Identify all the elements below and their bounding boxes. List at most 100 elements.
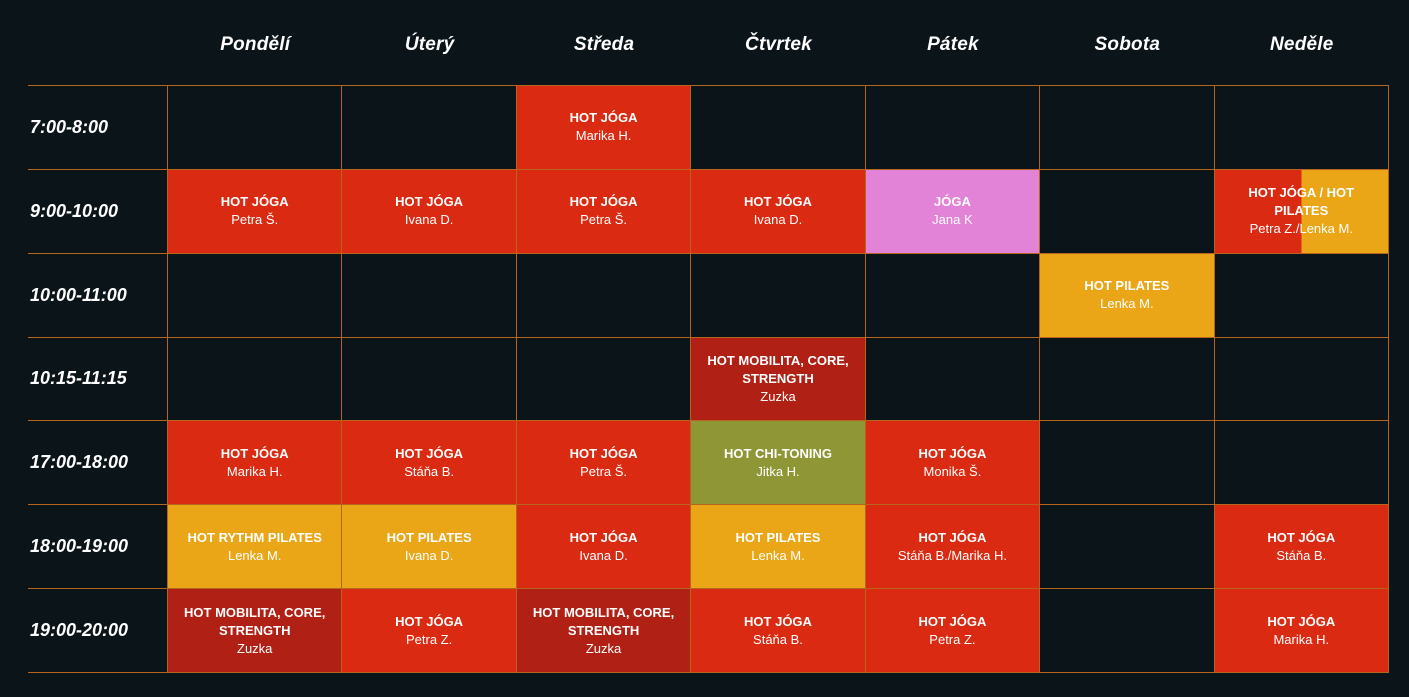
class-slot-wednesday[interactable]: HOT JÓGA Petra Š. <box>515 421 691 506</box>
day-header-thursday: Čtvrtek <box>745 34 812 55</box>
time-slot-label: 10:00-11:00 <box>30 284 127 305</box>
schedule-grid: 7:00-8:00 HOT JÓGA Marika H. 9:00-10:00 HOT … <box>28 85 1389 673</box>
class-slot-friday[interactable]: JÓGA Jana K <box>864 169 1040 254</box>
class-name: HOT PILATES <box>1084 278 1170 294</box>
time-slot-label: 9:00-10:00 <box>30 200 119 221</box>
time-slot-label: 18:00-19:00 <box>30 536 129 557</box>
empty-slot <box>515 337 691 422</box>
class-slot-tuesday[interactable]: HOT JÓGA Ivana D. <box>341 169 516 254</box>
class-slot-thursday[interactable]: HOT PILATES Lenka M. <box>690 505 865 590</box>
class-name: HOT JÓGA <box>744 194 812 210</box>
time-slot-cell: 10:15-11:15 <box>28 338 167 422</box>
empty-slot <box>167 86 342 170</box>
class-name: HOT JÓGA <box>569 529 638 545</box>
class-slot-friday[interactable]: HOT JÓGA Monika Š. <box>864 421 1040 506</box>
class-name: HOT CHI-TONING <box>723 445 833 461</box>
class-slot-wednesday[interactable]: HOT JÓGA Marika H. <box>515 86 691 170</box>
class-name: HOT RYTHM PILATES <box>187 529 322 545</box>
class-name: HOT JÓGA <box>395 194 464 210</box>
time-slot-cell: 18:00-19:00 <box>28 505 167 590</box>
class-name: HOT JÓGA <box>918 529 987 545</box>
instructor-name: Monika Š. <box>923 463 982 479</box>
empty-slot <box>690 253 865 338</box>
time-slot-cell: 10:00-11:00 <box>28 254 167 338</box>
class-name: JÓGA <box>934 194 971 210</box>
instructor-name: Stáňa B. <box>1276 547 1327 563</box>
instructor-name: Ivana D. <box>404 547 454 563</box>
class-slot-monday[interactable]: HOT RYTHM PILATES Lenka M. <box>167 505 342 590</box>
class-name: HOT PILATES <box>735 529 821 545</box>
day-header-wednesday: Středa <box>573 34 635 55</box>
class-slot-thursday[interactable]: HOT CHI-TONING Jitka H. <box>690 421 865 506</box>
instructor-name: Marika H. <box>226 463 283 479</box>
instructor-name: Marika H. <box>1273 631 1330 647</box>
day-header-friday: Pátek <box>927 34 979 55</box>
instructor-name: Lenka M. <box>751 547 805 563</box>
instructor-name: Petra Š. <box>580 212 628 228</box>
time-slot-label: 10:15-11:15 <box>30 368 127 389</box>
instructor-name: Petra Š. <box>231 212 279 228</box>
class-name: HOT JÓGA <box>918 613 987 629</box>
day-header-saturday: Sobota <box>1094 34 1161 55</box>
instructor-name: Jana K <box>932 212 973 228</box>
class-name: HOT PILATES <box>386 529 472 545</box>
class-name: HOT JÓGA <box>569 110 638 126</box>
time-slot-cell: 17:00-18:00 <box>28 421 167 506</box>
empty-slot <box>864 86 1040 170</box>
class-name: HOT JÓGA <box>1267 613 1336 629</box>
class-slot-sunday[interactable]: HOT JÓGA / HOT PILATES Petra Z./Lenka M. <box>1213 169 1388 254</box>
class-slot-monday[interactable]: HOT MOBILITA, CORE, STRENGTH Zuzka <box>167 589 342 673</box>
empty-slot <box>341 253 516 338</box>
class-name: HOT JÓGA <box>744 613 812 629</box>
class-name: HOT MOBILITA, CORE, STRENGTH <box>707 352 849 386</box>
time-slot-label: 19:00-20:00 <box>30 620 129 641</box>
class-slot-friday[interactable]: HOT JÓGA Petra Z. <box>864 589 1040 673</box>
empty-slot <box>1039 86 1214 170</box>
instructor-name: Ivana D. <box>753 212 803 228</box>
empty-slot <box>167 253 342 338</box>
empty-slot <box>167 337 342 422</box>
class-slot-wednesday[interactable]: HOT JÓGA Ivana D. <box>515 505 691 590</box>
class-name: HOT JÓGA <box>395 613 464 629</box>
class-name: HOT JÓGA <box>1267 529 1336 545</box>
class-slot-monday[interactable]: HOT JÓGA Petra Š. <box>167 169 342 254</box>
time-slot-cell: 7:00-8:00 <box>28 86 167 170</box>
class-slot-thursday[interactable]: HOT MOBILITA, CORE, STRENGTH Zuzka <box>690 337 865 422</box>
instructor-name: Jitka H. <box>756 463 800 479</box>
instructor-name: Petra Š. <box>580 463 628 479</box>
class-slot-thursday[interactable]: HOT JÓGA Stáňa B. <box>690 589 865 673</box>
class-slot-monday[interactable]: HOT JÓGA Marika H. <box>167 421 342 506</box>
empty-slot <box>1039 337 1214 422</box>
instructor-name: Petra Z. <box>406 631 453 647</box>
day-header-sunday: Neděle <box>1270 34 1334 55</box>
instructor-name: Petra Z./Lenka M. <box>1249 221 1353 237</box>
class-slot-thursday[interactable]: HOT JÓGA Ivana D. <box>690 169 865 254</box>
class-name: HOT MOBILITA, CORE, STRENGTH <box>184 604 326 638</box>
class-name: HOT MOBILITA, CORE, STRENGTH <box>532 604 675 638</box>
instructor-name: Ivana D. <box>579 547 628 563</box>
instructor-name: Stáňa B. <box>404 463 455 479</box>
class-slot-tuesday[interactable]: HOT PILATES Ivana D. <box>341 505 516 590</box>
day-header-monday: Pondělí <box>220 34 291 55</box>
day-header-tuesday: Úterý <box>404 34 455 55</box>
empty-slot <box>864 253 1040 338</box>
class-slot-wednesday[interactable]: HOT JÓGA Petra Š. <box>515 169 691 254</box>
class-slot-saturday[interactable]: HOT PILATES Lenka M. <box>1039 253 1214 338</box>
empty-slot <box>515 253 691 338</box>
empty-slot <box>341 86 516 170</box>
class-name: HOT JÓGA <box>220 194 289 210</box>
instructor-name: Zuzka <box>585 640 622 656</box>
class-slot-friday[interactable]: HOT JÓGA Stáňa B./Marika H. <box>864 505 1040 590</box>
empty-slot <box>1213 253 1388 338</box>
class-name: HOT JÓGA <box>569 445 638 461</box>
class-slot-tuesday[interactable]: HOT JÓGA Stáňa B. <box>341 421 516 506</box>
class-slot-tuesday[interactable]: HOT JÓGA Petra Z. <box>341 589 516 673</box>
empty-slot <box>1213 86 1388 170</box>
class-slot-wednesday[interactable]: HOT MOBILITA, CORE, STRENGTH Zuzka <box>515 589 691 673</box>
class-slot-sunday[interactable]: HOT JÓGA Stáňa B. <box>1213 505 1388 590</box>
time-slot-cell: 19:00-20:00 <box>28 589 167 673</box>
instructor-name: Stáňa B./Marika H. <box>897 547 1007 563</box>
instructor-name: Ivana D. <box>404 212 454 228</box>
class-slot-sunday[interactable]: HOT JÓGA Marika H. <box>1213 589 1388 673</box>
